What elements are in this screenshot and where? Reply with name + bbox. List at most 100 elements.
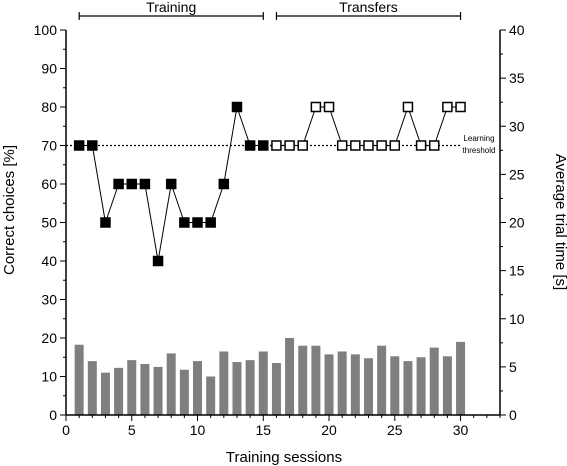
transfer-marker	[297, 140, 308, 151]
y-right-tick-label: 20	[509, 215, 525, 231]
y-left-tick-label: 80	[41, 99, 57, 115]
y-left-tick-label: 90	[41, 61, 57, 77]
y-right-tick-label: 10	[509, 311, 525, 327]
training-marker	[218, 178, 230, 190]
y-right-tick-label: 40	[509, 22, 525, 38]
y-left-tick-label: 70	[41, 138, 57, 154]
transfer-marker	[310, 101, 322, 113]
training-marker	[231, 101, 243, 113]
y-right-tick-label: 30	[509, 118, 525, 134]
trial-time-bar	[193, 361, 203, 415]
transfer-marker	[350, 140, 361, 151]
training-marker	[192, 217, 203, 228]
y-right-tick-label: 25	[509, 166, 525, 182]
transfer-marker	[376, 140, 387, 151]
trial-time-bar	[206, 376, 216, 415]
trial-time-bar	[350, 354, 360, 415]
trial-time-bar	[271, 363, 281, 415]
training-marker	[87, 140, 98, 151]
y-left-tick-label: 0	[49, 407, 57, 423]
training-marker	[100, 217, 111, 228]
y-left-tick-label: 100	[34, 22, 58, 38]
y-left-tick-label: 10	[41, 369, 57, 385]
x-tick-label: 20	[321, 422, 337, 438]
trial-time-bar	[127, 360, 137, 415]
y-axis-right-label: Average trial time [s]	[552, 154, 567, 290]
training-marker	[244, 140, 256, 151]
y-left-tick-label: 20	[41, 330, 57, 346]
trial-time-bars	[74, 338, 466, 415]
training-marker	[179, 217, 190, 228]
trial-time-bar	[429, 347, 439, 415]
trial-time-bar	[324, 354, 334, 415]
x-tick-label: 30	[453, 422, 469, 438]
trial-time-bar	[179, 369, 189, 415]
trial-time-bar	[100, 372, 110, 415]
axes: 0 5 10 15 20 25 30 0 10 20 30 40 50 60 70 80 90 100 0 5 10 15…	[34, 22, 525, 438]
trial-time-bar	[416, 357, 426, 415]
trial-time-bar	[166, 353, 176, 415]
training-marker	[73, 140, 85, 151]
x-tick-label: 25	[387, 422, 403, 438]
trial-time-bar	[219, 351, 229, 415]
trial-time-bar	[456, 341, 466, 415]
phase-brackets: Training Transfers	[78, 0, 462, 20]
trial-time-bar	[298, 345, 308, 415]
trial-time-bar	[258, 351, 268, 415]
trial-time-bar	[390, 356, 400, 415]
y-right-tick-label: 15	[509, 263, 525, 279]
x-tick-label: 10	[190, 422, 206, 438]
transfer-marker	[323, 101, 335, 113]
transfer-marker	[271, 140, 282, 151]
training-marker	[258, 140, 269, 151]
transfer-marker	[389, 140, 401, 151]
transfer-marker	[284, 140, 295, 151]
transfer-marker	[442, 101, 453, 113]
transfer-marker	[428, 140, 440, 151]
transfer-marker	[455, 101, 466, 113]
threshold-label-1: Learning	[463, 134, 494, 143]
trial-time-bar	[403, 361, 413, 415]
trial-time-bar	[87, 361, 97, 415]
x-tick-label: 15	[255, 422, 271, 438]
trial-time-bar	[114, 367, 124, 415]
y-right-tick-label: 35	[509, 70, 525, 86]
phase-label: Transfers	[339, 0, 398, 15]
trial-time-bar	[232, 362, 242, 415]
trial-time-bar	[442, 356, 452, 415]
trial-time-bar	[74, 344, 84, 415]
transfer-marker	[415, 140, 427, 151]
x-tick-label: 5	[128, 422, 136, 438]
y-right-tick-label: 5	[509, 359, 517, 375]
threshold-label-2: threshold	[463, 146, 496, 155]
y-left-tick-label: 40	[41, 253, 57, 269]
y-right-tick-label: 0	[509, 407, 517, 423]
trial-time-bar	[140, 363, 150, 415]
correct-choice-line	[276, 105, 461, 146]
training-marker	[139, 178, 151, 190]
trial-time-bar	[285, 338, 295, 415]
x-tick-label: 0	[62, 422, 70, 438]
correct-choice-markers	[73, 101, 466, 267]
phase-label: Training	[146, 0, 196, 15]
training-marker	[126, 178, 138, 190]
transfer-marker	[402, 101, 414, 113]
training-marker	[205, 217, 216, 228]
training-marker	[152, 255, 164, 267]
trial-time-bar	[337, 351, 347, 415]
trial-time-bar	[363, 358, 373, 415]
training-marker	[165, 178, 177, 190]
trial-time-bar	[245, 360, 255, 415]
y-left-tick-label: 50	[41, 215, 57, 231]
x-axis-label: Training sessions	[226, 449, 342, 466]
y-left-tick-label: 30	[41, 292, 57, 308]
y-left-tick-label: 60	[41, 176, 57, 192]
y-axis-left-label: Correct choices [%]	[1, 145, 18, 275]
training-marker	[113, 178, 124, 190]
transfer-marker	[363, 140, 374, 151]
trial-time-bar	[377, 345, 387, 415]
trial-time-bar	[153, 366, 163, 415]
trial-time-bar	[311, 345, 321, 415]
transfer-marker	[336, 140, 348, 151]
